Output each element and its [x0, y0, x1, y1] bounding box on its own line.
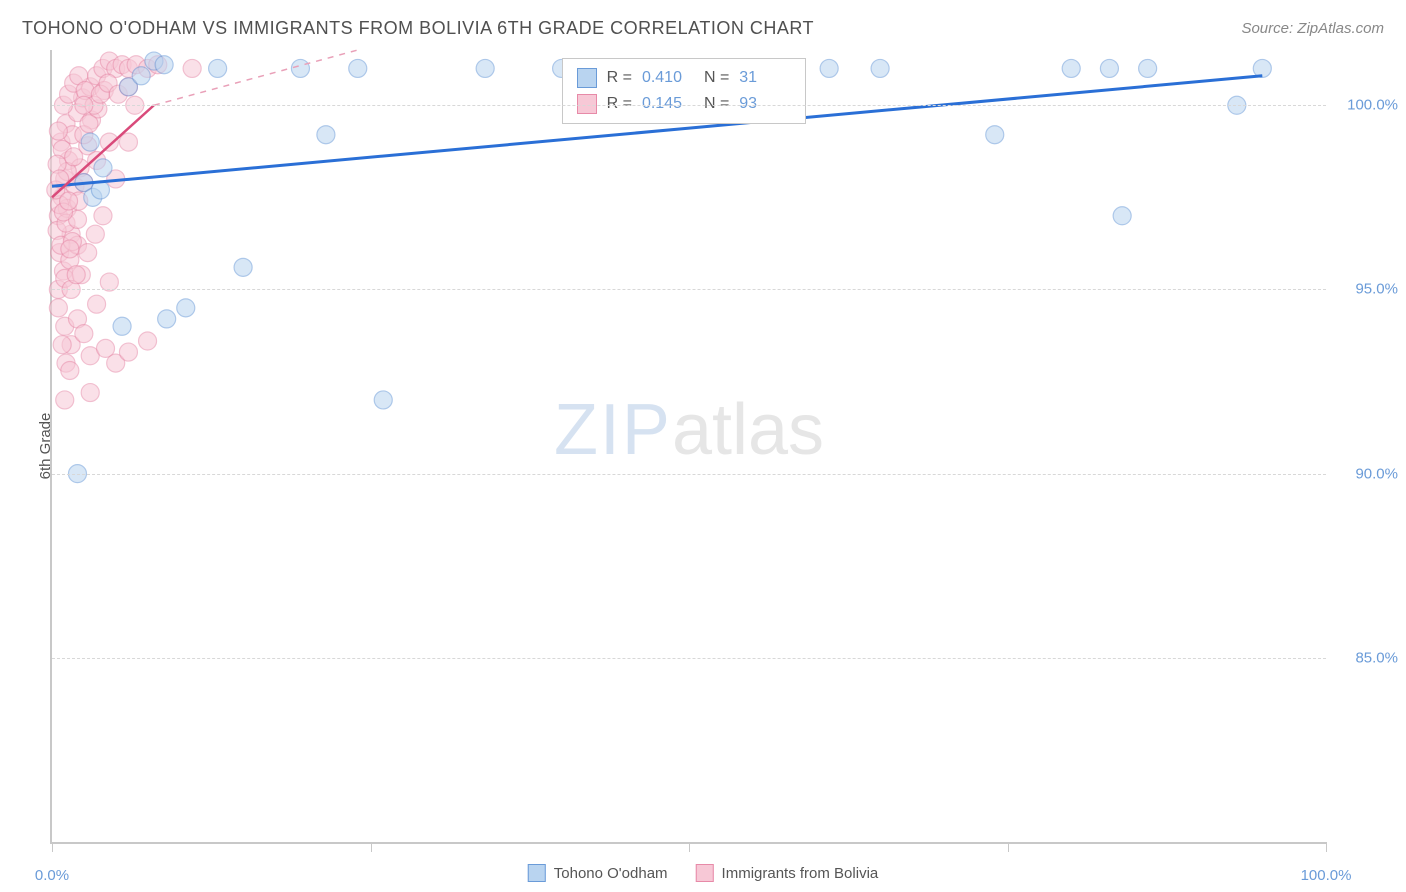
scatter-point-tohono — [871, 59, 889, 77]
scatter-point-bolivia — [79, 244, 97, 262]
scatter-point-tohono — [1100, 59, 1118, 77]
legend-swatch — [528, 864, 546, 882]
legend-item: Tohono O'odham — [528, 864, 668, 882]
y-tick-label: 95.0% — [1334, 281, 1398, 298]
scatter-point-bolivia — [80, 115, 98, 133]
scatter-point-tohono — [158, 310, 176, 328]
gridline — [52, 289, 1326, 290]
scatter-point-tohono — [81, 133, 99, 151]
x-tick-label: 0.0% — [35, 867, 69, 884]
scatter-point-bolivia — [61, 240, 79, 258]
x-tick — [1008, 842, 1009, 852]
scatter-point-bolivia — [100, 273, 118, 291]
legend-swatch — [696, 864, 714, 882]
scatter-point-tohono — [317, 126, 335, 144]
scatter-point-bolivia — [61, 361, 79, 379]
scatter-point-bolivia — [100, 133, 118, 151]
scatter-point-tohono — [986, 126, 1004, 144]
stats-box: R = 0.410 N = 31 R = 0.145 N = 93 — [562, 58, 807, 124]
scatter-point-bolivia — [88, 295, 106, 313]
scatter-point-tohono — [820, 59, 838, 77]
stats-r-value-tohono: 0.410 — [642, 65, 694, 91]
stats-n-value-bolivia: 93 — [739, 91, 791, 117]
scatter-point-tohono — [94, 159, 112, 177]
x-tick — [52, 842, 53, 852]
stats-row-bolivia: R = 0.145 N = 93 — [577, 91, 792, 117]
scatter-point-tohono — [291, 59, 309, 77]
y-tick-label: 90.0% — [1334, 465, 1398, 482]
scatter-point-bolivia — [49, 122, 67, 140]
scatter-point-tohono — [349, 59, 367, 77]
gridline — [52, 658, 1326, 659]
y-tick-label: 100.0% — [1334, 97, 1398, 114]
stats-r-label: R = — [607, 91, 632, 117]
legend-label: Tohono O'odham — [554, 865, 668, 882]
stats-row-tohono: R = 0.410 N = 31 — [577, 65, 792, 91]
x-tick-label: 100.0% — [1301, 867, 1352, 884]
scatter-point-bolivia — [86, 225, 104, 243]
scatter-point-tohono — [476, 59, 494, 77]
scatter-point-bolivia — [119, 343, 137, 361]
legend-item: Immigrants from Bolivia — [696, 864, 879, 882]
scatter-point-tohono — [209, 59, 227, 77]
scatter-point-bolivia — [139, 332, 157, 350]
scatter-point-bolivia — [56, 391, 74, 409]
scatter-point-tohono — [113, 317, 131, 335]
scatter-point-bolivia — [67, 266, 85, 284]
stats-r-label: R = — [607, 65, 632, 91]
plot-area: ZIPatlas R = 0.410 N = 31 R = 0.145 N = … — [50, 50, 1326, 844]
scatter-point-tohono — [1139, 59, 1157, 77]
stats-swatch-tohono — [577, 68, 597, 88]
scatter-point-tohono — [1062, 59, 1080, 77]
scatter-point-tohono — [374, 391, 392, 409]
x-tick — [1326, 842, 1327, 852]
gridline — [52, 474, 1326, 475]
scatter-point-tohono — [1113, 207, 1131, 225]
scatter-point-tohono — [234, 258, 252, 276]
scatter-point-bolivia — [81, 384, 99, 402]
scatter-point-tohono — [132, 67, 150, 85]
scatter-point-bolivia — [53, 336, 71, 354]
stats-n-label: N = — [704, 91, 729, 117]
chart-title: TOHONO O'ODHAM VS IMMIGRANTS FROM BOLIVI… — [22, 18, 814, 39]
scatter-point-tohono — [177, 299, 195, 317]
scatter-point-bolivia — [94, 207, 112, 225]
source-label: Source: ZipAtlas.com — [1241, 20, 1384, 37]
x-tick — [689, 842, 690, 852]
scatter-point-bolivia — [183, 59, 201, 77]
x-tick — [371, 842, 372, 852]
gridline — [52, 105, 1326, 106]
stats-n-value-tohono: 31 — [739, 65, 791, 91]
legend-bottom: Tohono O'odham Immigrants from Bolivia — [528, 864, 878, 882]
chart-svg — [52, 50, 1326, 842]
y-tick-label: 85.0% — [1334, 649, 1398, 666]
scatter-point-bolivia — [75, 325, 93, 343]
scatter-point-bolivia — [49, 299, 67, 317]
legend-label: Immigrants from Bolivia — [722, 865, 879, 882]
scatter-point-tohono — [1253, 59, 1271, 77]
stats-n-label: N = — [704, 65, 729, 91]
trendline-dashed-bolivia — [154, 50, 358, 105]
stats-r-value-bolivia: 0.145 — [642, 91, 694, 117]
stats-swatch-bolivia — [577, 94, 597, 114]
scatter-point-tohono — [155, 56, 173, 74]
scatter-point-bolivia — [60, 192, 78, 210]
scatter-point-bolivia — [119, 133, 137, 151]
